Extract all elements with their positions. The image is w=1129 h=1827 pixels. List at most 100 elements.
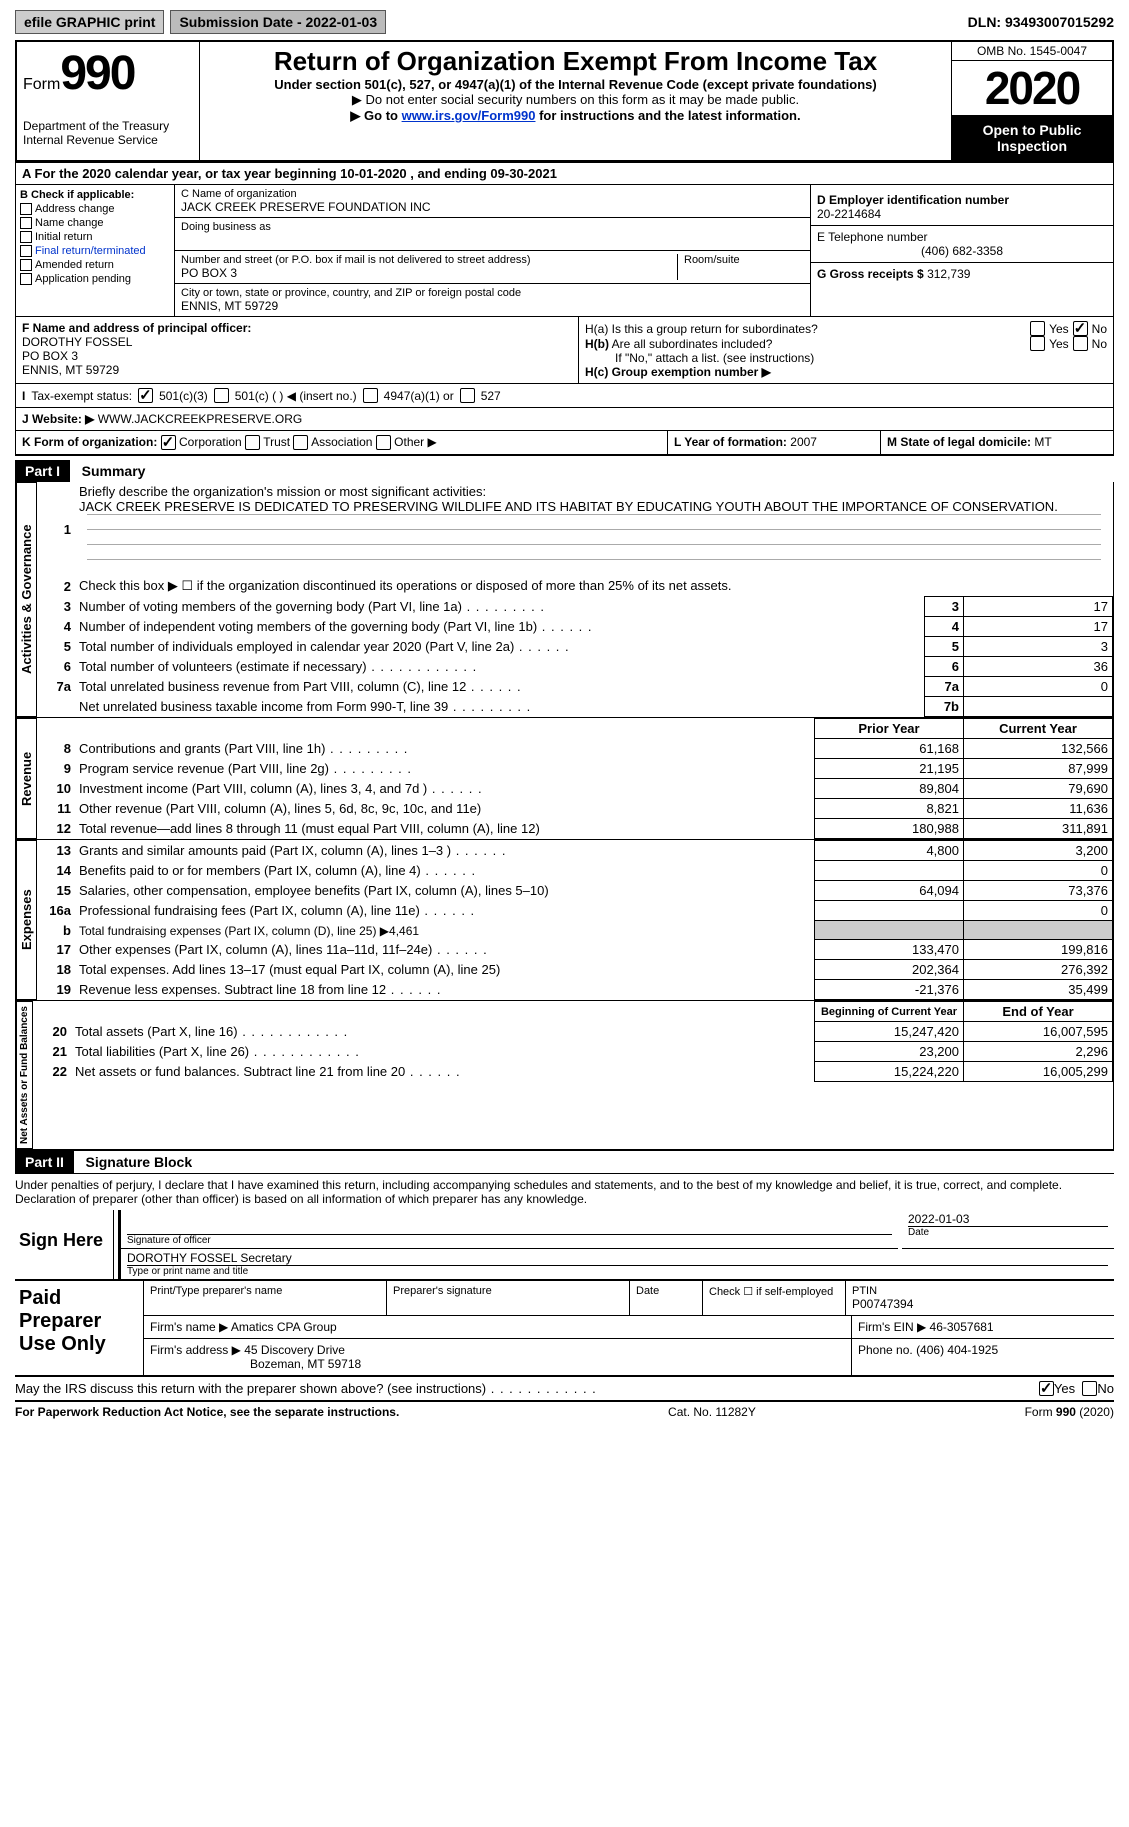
- discuss-yes-chk[interactable]: [1039, 1381, 1054, 1396]
- line-7a-txt: Total unrelated business revenue from Pa…: [79, 679, 522, 694]
- line-14-txt: Benefits paid to or for members (Part IX…: [79, 863, 476, 878]
- side-governance: Activities & Governance: [16, 482, 37, 717]
- firm-phone: (406) 404-1925: [916, 1343, 998, 1357]
- line-9-txt: Program service revenue (Part VIII, line…: [79, 761, 412, 776]
- footer-cat: Cat. No. 11282Y: [668, 1405, 756, 1419]
- firm-name: Amatics CPA Group: [231, 1320, 337, 1334]
- officer-name: DOROTHY FOSSEL: [22, 335, 572, 349]
- ha-yes-chk[interactable]: [1030, 321, 1045, 336]
- hc-label: H(c) Group exemption number ▶: [585, 365, 1107, 379]
- street-value: PO BOX 3: [181, 266, 677, 280]
- sign-here-label: Sign Here: [15, 1210, 114, 1279]
- chk-amended[interactable]: [20, 259, 32, 271]
- chk-other[interactable]: [376, 435, 391, 450]
- street-label: Number and street (or P.O. box if mail i…: [181, 254, 677, 266]
- city-label: City or town, state or province, country…: [181, 287, 804, 299]
- phone-label: E Telephone number: [817, 230, 1107, 244]
- lbl-corp: Corporation: [179, 435, 242, 449]
- sig-name-value: DOROTHY FOSSEL Secretary: [127, 1251, 1108, 1265]
- name-label: C Name of organization: [181, 188, 804, 200]
- line-20-txt: Total assets (Part X, line 16): [75, 1024, 348, 1039]
- j-txt: Website: ▶: [32, 412, 94, 426]
- prep-h3: Date: [636, 1285, 696, 1297]
- chk-app-pending[interactable]: [20, 273, 32, 285]
- chk-501c3[interactable]: [138, 388, 153, 403]
- firm-addr2: Bozeman, MT 59718: [150, 1357, 361, 1371]
- gross-receipts-label: G Gross receipts $: [817, 267, 924, 281]
- brief-value: JACK CREEK PRESERVE IS DEDICATED TO PRES…: [79, 499, 1058, 514]
- hb-prefix: H(b): [585, 337, 609, 351]
- lbl-final-return: Final return/terminated: [35, 245, 146, 257]
- line-19-c: 35,499: [964, 980, 1113, 1000]
- lbl-4947: 4947(a)(1) or: [384, 389, 454, 403]
- line-11-txt: Other revenue (Part VIII, column (A), li…: [79, 801, 481, 816]
- chk-assoc[interactable]: [293, 435, 308, 450]
- lbl-527: 527: [481, 389, 501, 403]
- line-21-txt: Total liabilities (Part X, line 26): [75, 1044, 360, 1059]
- line-10-txt: Investment income (Part VIII, column (A)…: [79, 781, 483, 796]
- i-lbl: I: [22, 389, 25, 403]
- part2-header: Part II: [15, 1151, 74, 1173]
- chk-corp[interactable]: [161, 435, 176, 450]
- line-5-n: 5: [925, 637, 964, 657]
- discuss-no-chk[interactable]: [1082, 1381, 1097, 1396]
- part2-title: Signature Block: [78, 1154, 193, 1170]
- line-15-txt: Salaries, other compensation, employee b…: [79, 883, 549, 898]
- chk-501c[interactable]: [214, 388, 229, 403]
- ha-no-chk[interactable]: [1073, 321, 1088, 336]
- line-4-v: 17: [964, 617, 1113, 637]
- chk-final-return[interactable]: [20, 245, 32, 257]
- part1-header: Part I: [15, 460, 70, 482]
- sig-date-value: 2022-01-03: [908, 1212, 1108, 1226]
- chk-527[interactable]: [460, 388, 475, 403]
- l-lbl: L Year of formation:: [674, 435, 787, 449]
- line-16b-c: [964, 921, 1113, 940]
- chk-4947[interactable]: [363, 388, 378, 403]
- h-note: If "No," attach a list. (see instruction…: [585, 351, 1107, 365]
- form-subtitle: Under section 501(c), 527, or 4947(a)(1)…: [206, 77, 945, 92]
- tax-year-line: A For the 2020 calendar year, or tax yea…: [15, 163, 1114, 185]
- firm-name-lbl: Firm's name ▶: [150, 1320, 228, 1334]
- prep-h5: PTIN: [852, 1285, 1108, 1297]
- side-revenue: Revenue: [16, 718, 37, 839]
- line-14-c: 0: [964, 861, 1113, 881]
- org-name: JACK CREEK PRESERVE FOUNDATION INC: [181, 200, 804, 214]
- line-12-txt: Total revenue—add lines 8 through 11 (mu…: [79, 821, 540, 836]
- state-domicile: MT: [1034, 435, 1051, 449]
- line-21-p: 23,200: [815, 1042, 964, 1062]
- side-netassets: Net Assets or Fund Balances: [16, 1001, 33, 1149]
- hb-no-chk[interactable]: [1073, 336, 1088, 351]
- m-lbl: M State of legal domicile:: [887, 435, 1031, 449]
- ha-no-lbl: No: [1092, 322, 1107, 336]
- city-value: ENNIS, MT 59729: [181, 299, 804, 313]
- page-footer: For Paperwork Reduction Act Notice, see …: [15, 1402, 1114, 1422]
- open-to-public: Open to Public Inspection: [952, 116, 1112, 160]
- line-3-n: 3: [925, 597, 964, 617]
- officer-addr2: ENNIS, MT 59729: [22, 363, 572, 377]
- j-lbl: J: [22, 412, 29, 426]
- website-value: WWW.JACKCREEKPRESERVE.ORG: [98, 412, 302, 426]
- goto-prefix: ▶ Go to: [350, 108, 401, 123]
- officer-group-block: F Name and address of principal officer:…: [15, 317, 1114, 384]
- lbl-address-change: Address change: [35, 203, 115, 215]
- sig-declaration: Under penalties of perjury, I declare th…: [15, 1173, 1114, 1210]
- line-18-c: 276,392: [964, 960, 1113, 980]
- irs-link[interactable]: www.irs.gov/Form990: [402, 108, 536, 123]
- room-label: Room/suite: [684, 254, 804, 266]
- form-prefix: Form: [23, 76, 60, 93]
- chk-address-change[interactable]: [20, 203, 32, 215]
- ein-value: 20-2214684: [817, 207, 1107, 221]
- hb-yes-chk[interactable]: [1030, 336, 1045, 351]
- ein-label: D Employer identification number: [817, 193, 1107, 207]
- line-6-txt: Total number of volunteers (estimate if …: [79, 659, 477, 674]
- chk-name-change[interactable]: [20, 217, 32, 229]
- line-5-txt: Total number of individuals employed in …: [79, 639, 570, 654]
- efile-button[interactable]: efile GRAPHIC print: [15, 10, 164, 34]
- chk-trust[interactable]: [245, 435, 260, 450]
- line-7a-v: 0: [964, 677, 1113, 697]
- submission-date-button[interactable]: Submission Date - 2022-01-03: [170, 10, 386, 34]
- line-5-v: 3: [964, 637, 1113, 657]
- gross-receipts-value: 312,739: [927, 267, 970, 281]
- chk-initial-return[interactable]: [20, 231, 32, 243]
- line-17-p: 133,470: [815, 940, 964, 960]
